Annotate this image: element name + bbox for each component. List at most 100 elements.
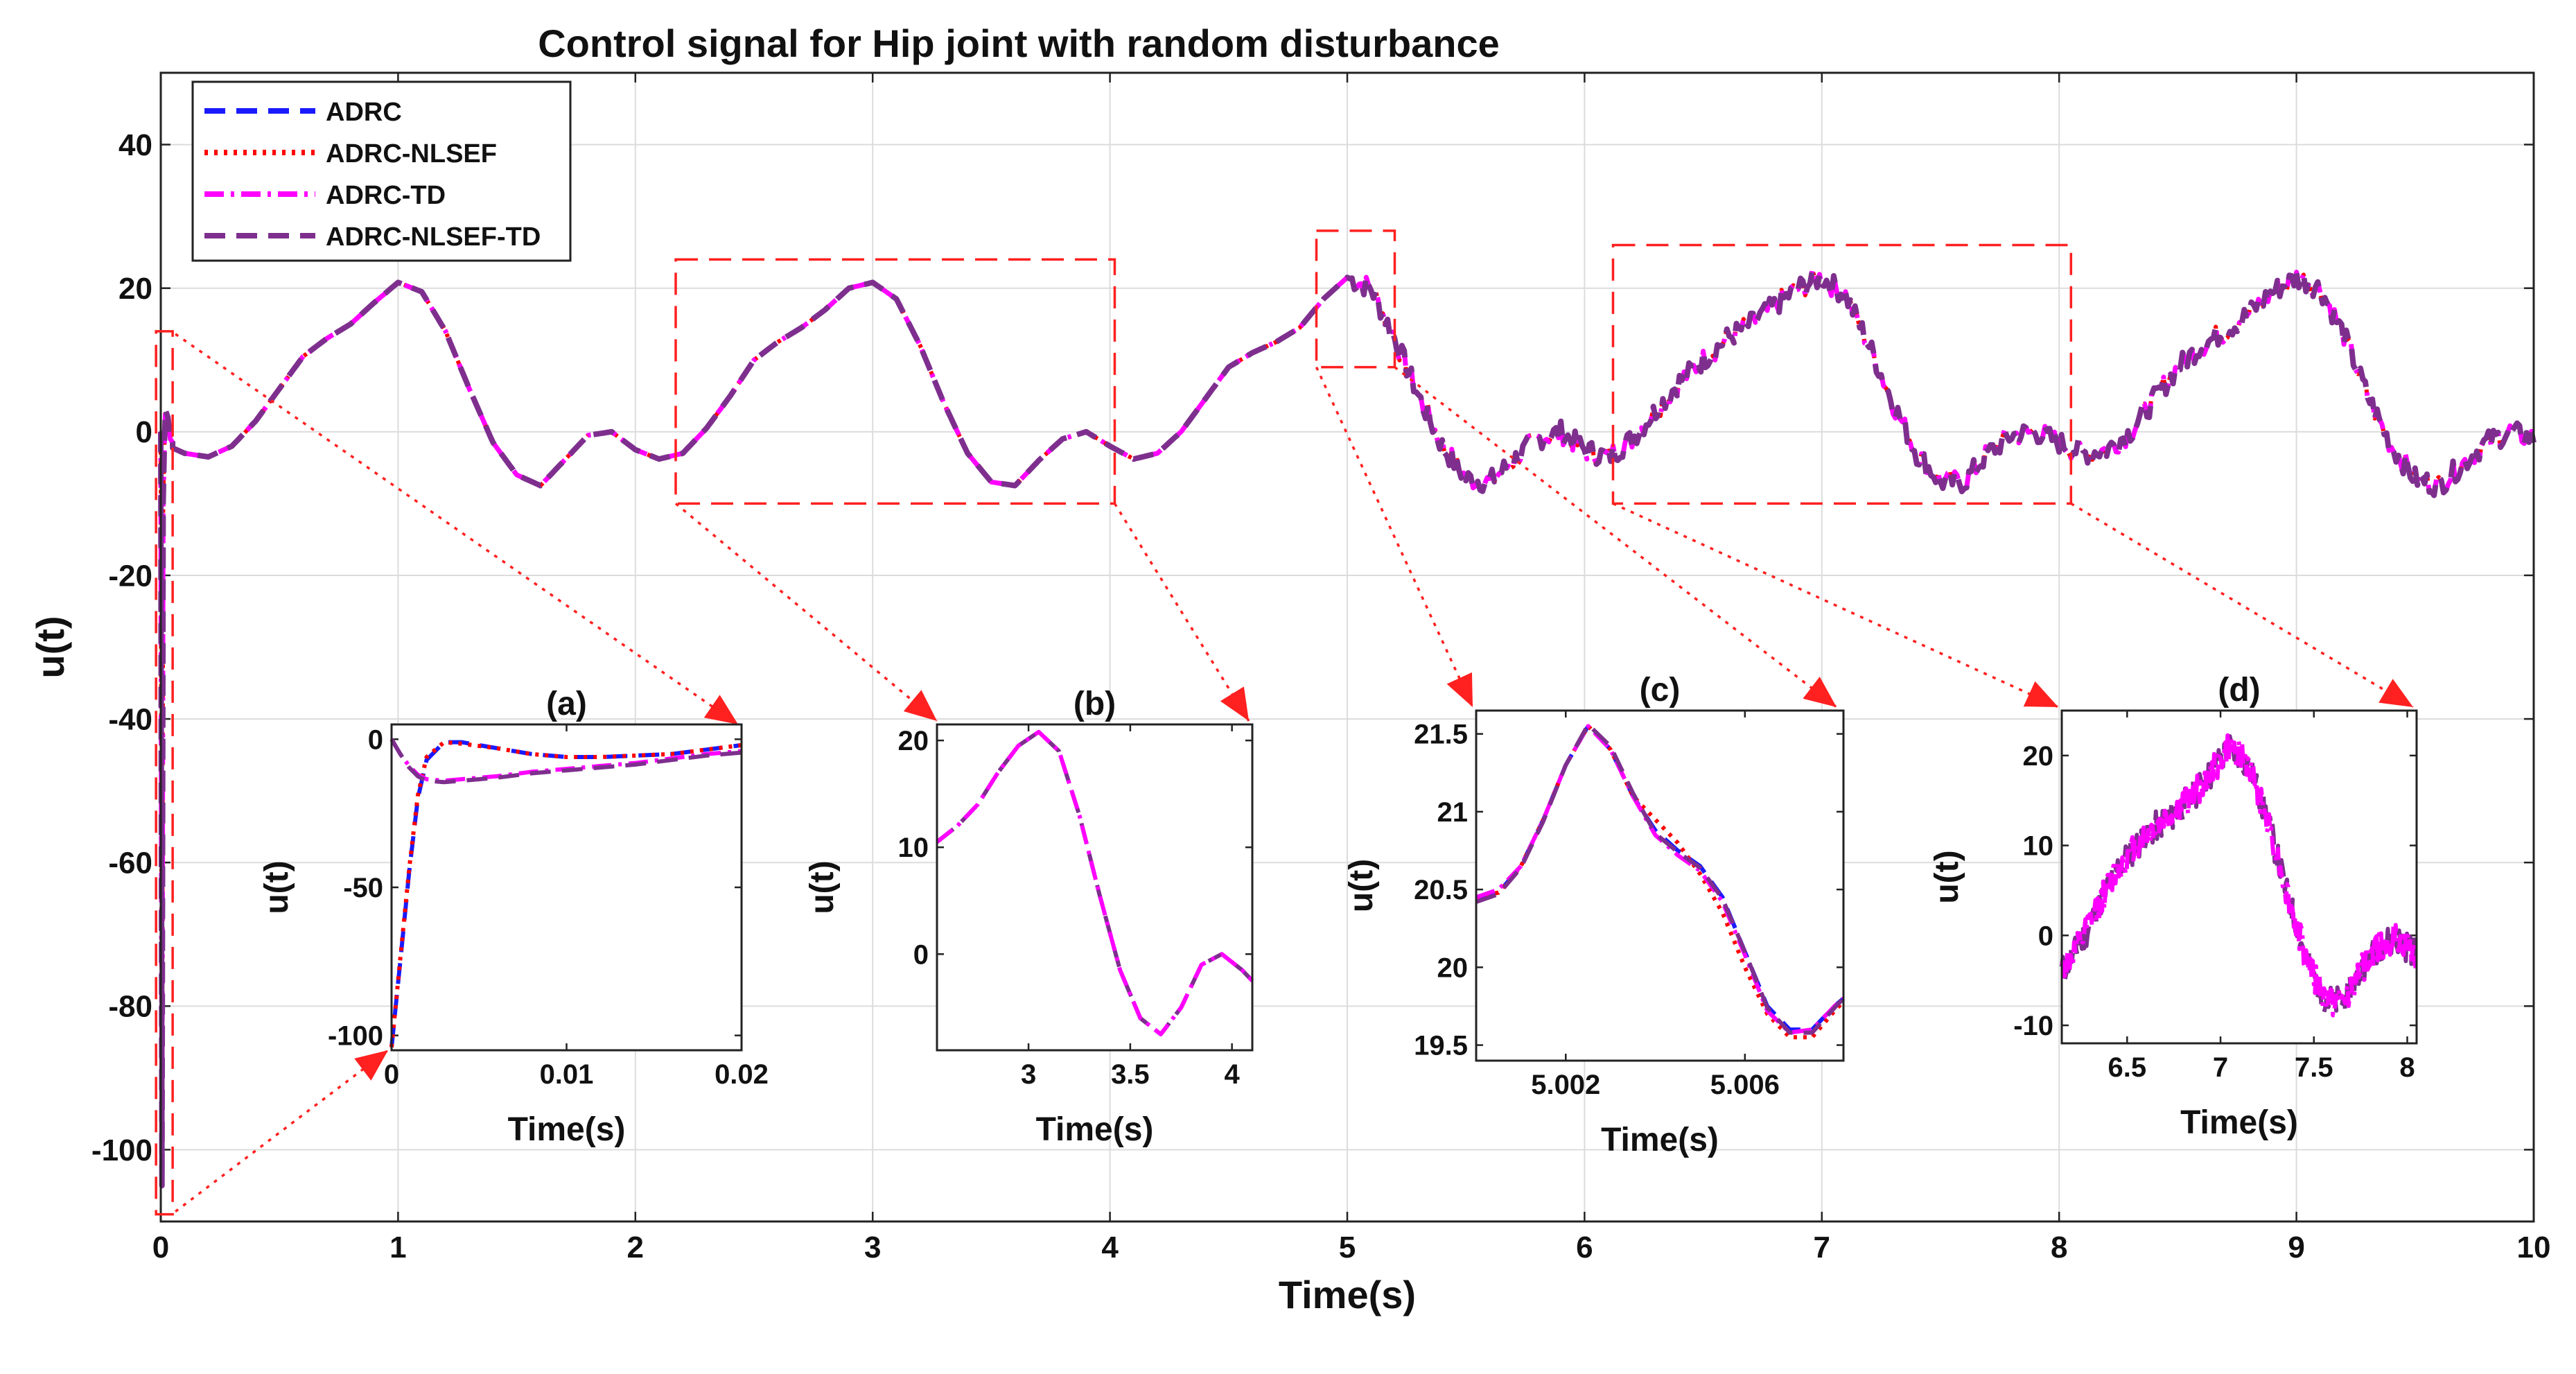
- main-ytick-label-7: 40: [119, 128, 152, 162]
- main-ytick-label-6: 20: [119, 272, 152, 306]
- inset-d-ytick-label-1: 0: [2038, 921, 2053, 951]
- chart-title: Control signal for Hip joint with random…: [538, 21, 1500, 65]
- zoom-rect-d: [1611, 243, 2073, 505]
- legend: ADRC ADRC-NLSEF ADRC-TD ADRC-NLSEF-TD: [191, 80, 572, 262]
- inset-c-ytick-label-0: 19.5: [1414, 1031, 1468, 1061]
- main-ytick-label-5: 0: [136, 415, 152, 449]
- inset-b-ytick-label-0: 0: [913, 939, 929, 970]
- zoom-arrow-d-left-line: [1612, 502, 2059, 708]
- inset-a-border: [390, 723, 743, 1052]
- inset-b: 3 3.5 4 0 10 20 Time(s) u(t) (b): [804, 686, 1254, 1148]
- series-adrc-nlsef-td: [158, 268, 2536, 1189]
- inset-a: 0 0.01 0.02 -100 -50 0 Time(s) u(t) (a): [259, 686, 769, 1148]
- inset-d-xtick-label-1: 7: [2213, 1052, 2228, 1083]
- zoom-arrow-d-right-head: [2378, 679, 2413, 707]
- main-xtick-label-10: 10: [2517, 1230, 2551, 1264]
- main-ytick-label-1: -80: [108, 990, 152, 1024]
- main-xtick-label-6: 6: [1576, 1230, 1593, 1264]
- main-xtick-label-3: 3: [864, 1230, 881, 1264]
- main-xtick-label-9: 9: [2288, 1230, 2304, 1264]
- inset-a-title: (a): [546, 686, 587, 722]
- inset-a-ylabel: u(t): [259, 860, 295, 914]
- inset-a-xtick-label-1: 0.01: [540, 1059, 594, 1090]
- inset-c-ytick-label-4: 21.5: [1414, 720, 1468, 750]
- zoom-rect-b: [674, 258, 1116, 505]
- inset-d-xlabel: Time(s): [2180, 1104, 2298, 1141]
- inset-c-ytick-label-1: 20: [1437, 953, 1469, 983]
- inset-b-border: [936, 723, 1254, 1052]
- main-ytick-label-0: -100: [91, 1133, 152, 1167]
- inset-b-xtick-label-0: 3: [1021, 1059, 1036, 1090]
- inset-c-plot-area: [1476, 711, 1843, 1061]
- main-xtick-label-2: 2: [627, 1230, 644, 1264]
- main-xtick-label-8: 8: [2051, 1230, 2067, 1264]
- inset-b-title: (b): [1074, 686, 1116, 722]
- zoom-arrow-a-top-line: [175, 333, 739, 726]
- inset-d-ytick-label-2: 10: [2023, 831, 2054, 862]
- zoom-arrow-a-top-head: [703, 695, 738, 724]
- zoom-annotations: [155, 229, 2414, 1216]
- main-ytick-label-3: -40: [108, 702, 152, 736]
- zoom-arrow-c-left-head: [1446, 672, 1473, 707]
- legend-label-2: ADRC-TD: [326, 181, 446, 210]
- inset-d-line-1: [2060, 733, 2418, 1018]
- inset-d-ylabel: u(t): [1929, 850, 1965, 903]
- inset-b-xtick-label-2: 4: [1225, 1059, 1241, 1090]
- zoom-arrow-c-left-line: [1315, 366, 1474, 708]
- inset-c-title: (c): [1640, 672, 1681, 708]
- legend-label-3: ADRC-NLSEF-TD: [326, 223, 541, 252]
- inset-c-border: [1475, 709, 1845, 1062]
- inset-c-xlabel: Time(s): [1601, 1122, 1719, 1158]
- inset-b-ylabel: u(t): [804, 860, 841, 914]
- zoom-arrow-a-bottom-head: [354, 1050, 388, 1081]
- inset-c: 5.002 5.006 19.5 20 20.5 21 21.5 Time(s) u(t) (c): [1343, 672, 1846, 1158]
- inset-a-xlabel: Time(s): [508, 1111, 626, 1148]
- inset-c-xtick-label-0: 5.002: [1531, 1070, 1600, 1100]
- inset-d-xtick-label-2: 7.5: [2295, 1052, 2333, 1083]
- inset-a-ytick-label-0: -100: [328, 1021, 383, 1052]
- main-xlabel: Time(s): [1279, 1273, 1416, 1316]
- inset-b-plot-area: [937, 724, 1252, 1050]
- inset-b-line-1: [936, 729, 1254, 1036]
- zoom-arrow-b-right-line: [1113, 503, 1250, 722]
- zoom-arrow-d-right-line: [2070, 502, 2414, 708]
- legend-label-1: ADRC-NLSEF: [326, 139, 497, 168]
- inset-b-xtick-label-1: 3.5: [1111, 1059, 1150, 1090]
- inset-c-line-3: [1475, 722, 1846, 1035]
- zoom-arrow-c-right-head: [1803, 677, 1837, 707]
- main-ytick-label-2: -60: [108, 846, 152, 880]
- inset-a-xtick-label-0: 0: [384, 1059, 399, 1090]
- main-xtick-label-5: 5: [1339, 1230, 1356, 1264]
- inset-a-ytick-label-2: 0: [368, 724, 383, 755]
- zoom-arrow-d-left-head: [2023, 681, 2058, 707]
- zoom-arrow-b-left-head: [903, 690, 937, 721]
- inset-a-ytick-label-1: -50: [343, 873, 383, 903]
- inset-a-xtick-label-2: 0.02: [715, 1059, 769, 1090]
- inset-d-xtick-label-3: 8: [2399, 1052, 2415, 1083]
- inset-c-ytick-label-2: 20.5: [1414, 875, 1468, 905]
- inset-c-ytick-label-3: 21: [1437, 797, 1469, 828]
- inset-b-ytick-label-2: 20: [898, 726, 929, 756]
- main-border: [159, 71, 2535, 1223]
- inset-a-line-0: [389, 740, 742, 1048]
- inset-b-ytick-label-1: 10: [898, 833, 929, 863]
- inset-a-line-2: [389, 738, 742, 783]
- inset-d-ytick-label-0: -10: [2013, 1011, 2053, 1041]
- zoom-rect-a: [155, 330, 174, 1216]
- inset-c-xtick-label-1: 5.006: [1710, 1070, 1780, 1100]
- inset-b-xlabel: Time(s): [1036, 1111, 1154, 1148]
- main-xtick-label-4: 4: [1101, 1230, 1119, 1264]
- legend-label-0: ADRC: [326, 98, 402, 127]
- inset-d-border: [2060, 709, 2418, 1045]
- inset-d-ytick-label-3: 20: [2023, 741, 2054, 772]
- inset-c-ylabel: u(t): [1343, 859, 1380, 912]
- zoom-arrow-b-left-line: [674, 503, 938, 722]
- main-xtick-label-7: 7: [1814, 1230, 1830, 1264]
- inset-a-plot-area: [392, 724, 742, 1050]
- inset-d-title: (d): [2218, 672, 2260, 708]
- main-series-group: [158, 268, 2536, 1189]
- main-ylabel: u(t): [28, 616, 72, 678]
- zoom-rect-c: [1315, 229, 1396, 369]
- inset-c-line-2: [1475, 724, 1845, 1035]
